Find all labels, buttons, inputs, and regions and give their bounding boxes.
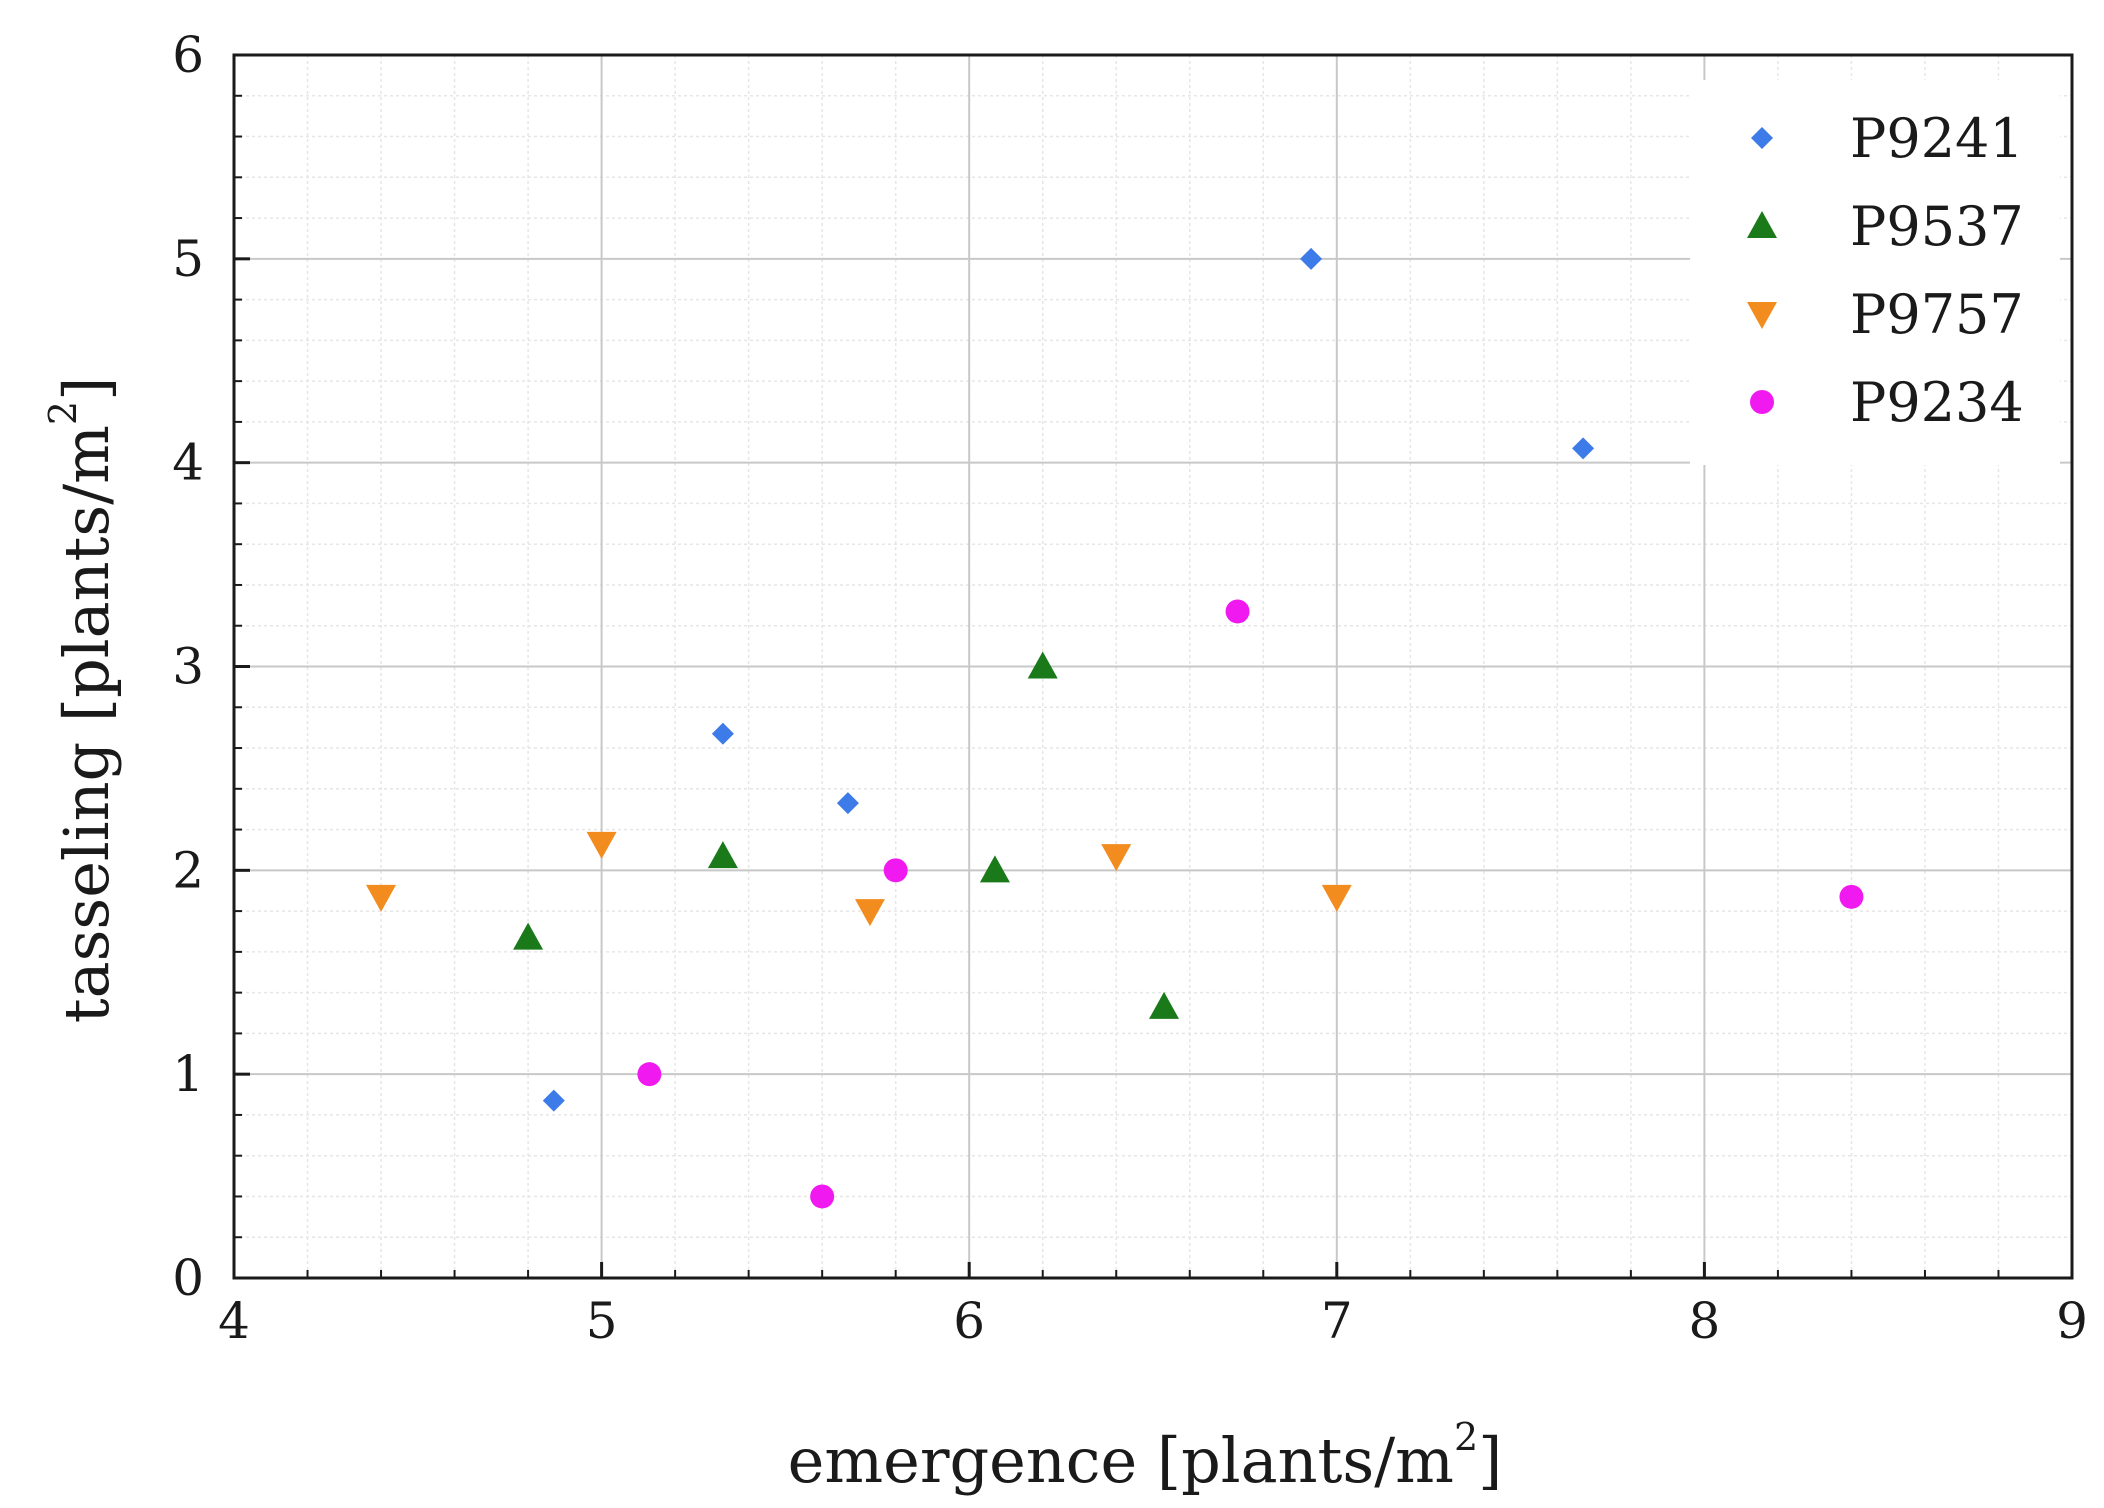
y-tick-label: 4 — [172, 434, 204, 492]
y-axis-title-main: tasseling [plants/m — [50, 425, 123, 1023]
legend-marker-p9234 — [1750, 390, 1774, 414]
legend-marker-p9757 — [1747, 302, 1777, 329]
axis-ticks — [232, 53, 2074, 1280]
x-tick-label: 4 — [218, 1292, 250, 1350]
y-tick-label: 2 — [172, 841, 204, 899]
point-p9241 — [1572, 437, 1595, 460]
x-axis-title-exponent: 2 — [1454, 1415, 1478, 1459]
point-p9241 — [1300, 247, 1323, 270]
point-p9757 — [366, 884, 397, 912]
x-tick-label: 9 — [2056, 1292, 2088, 1350]
point-p9234 — [1839, 884, 1864, 909]
point-p9757 — [1101, 844, 1132, 872]
y-tick-label: 1 — [172, 1045, 204, 1103]
x-axis-title-main: emergence [plants/m — [788, 1424, 1454, 1497]
point-p9757 — [586, 831, 617, 859]
point-p9241 — [542, 1089, 565, 1112]
x-tick-label: 6 — [953, 1292, 985, 1350]
y-tick-label: 3 — [172, 638, 204, 696]
point-p9234 — [810, 1184, 835, 1209]
data-points — [366, 247, 1864, 1209]
point-p9234 — [883, 858, 908, 883]
legend-label-p9537: P9537 — [1850, 195, 2024, 258]
y-tick-label: 6 — [172, 26, 204, 84]
y-tick-label: 5 — [172, 230, 204, 288]
point-p9234 — [1225, 599, 1250, 624]
y-tick-label: 0 — [172, 1249, 204, 1307]
y-axis-title: tasseling [plants/m2] — [41, 377, 123, 1024]
x-tick-label: 5 — [586, 1292, 618, 1350]
x-axis-title-close: ] — [1478, 1424, 1502, 1497]
point-p9241 — [711, 722, 734, 745]
x-tick-label: 8 — [1688, 1292, 1720, 1350]
point-p9537 — [513, 922, 544, 950]
legend-marker-p9241 — [1751, 127, 1773, 149]
point-p9537 — [707, 841, 738, 869]
legend-label-p9757: P9757 — [1850, 283, 2024, 346]
point-p9537 — [1027, 651, 1058, 679]
legend: P9241 P9537 P9757 P9234 — [1690, 80, 2060, 465]
point-p9234 — [637, 1062, 662, 1087]
point-p9241 — [836, 792, 859, 815]
x-axis-title: emergence [plants/m2] — [788, 1415, 1503, 1497]
point-p9537 — [979, 855, 1010, 883]
legend-label-p9234: P9234 — [1850, 371, 2024, 434]
legend-label-p9241: P9241 — [1850, 107, 2024, 170]
legend-marker-p9537 — [1747, 211, 1777, 238]
y-axis-title-close: ] — [50, 377, 123, 401]
tick-labels: 4 5 6 7 8 9 0 1 2 3 4 5 6 — [172, 26, 2088, 1350]
point-p9757 — [1321, 884, 1352, 912]
point-p9757 — [854, 899, 885, 927]
point-p9537 — [1149, 991, 1180, 1019]
x-tick-label: 7 — [1321, 1292, 1353, 1350]
y-axis-title-exponent: 2 — [41, 401, 85, 425]
